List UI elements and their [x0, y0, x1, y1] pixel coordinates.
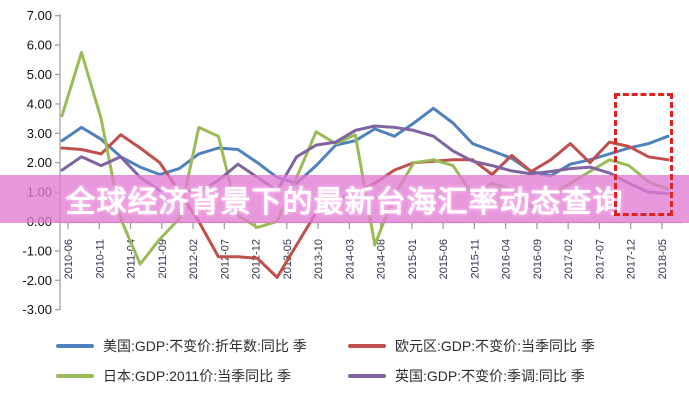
series-line-us: [60, 106, 670, 185]
y-axis-label: -3.00: [22, 302, 52, 317]
y-axis-label: -2.00: [22, 273, 52, 288]
banner-title: 全球经济背景下的最新台海汇率动态查询: [65, 186, 624, 219]
y-axis-label: 5.00: [27, 67, 52, 82]
x-axis-label: 2016-04: [501, 239, 513, 279]
x-axis-label: 2015-11: [469, 239, 481, 279]
legend-label-eurozone: 欧元区:GDP:不变价:当季同比 季: [395, 337, 595, 354]
legend-item-uk: 英国:GDP:不变价:季调:同比 季: [348, 364, 660, 387]
legend-label-japan: 日本:GDP:2011价:当季同比 季: [103, 367, 292, 384]
x-axis-label: 2012-07: [219, 239, 231, 279]
chart-legend: 美国:GDP:不变价:折年数:同比 季 欧元区:GDP:不变价:当季同比 季 日…: [56, 334, 666, 387]
x-axis-label: 2010-06: [63, 239, 75, 279]
x-axis-label: 2011-09: [157, 239, 169, 279]
legend-swatch-us: [56, 343, 94, 348]
x-axis-label: 2015-01: [407, 239, 419, 279]
x-axis-label: 2016-09: [532, 239, 544, 279]
x-axis-label: 2012-02: [188, 239, 200, 279]
legend-swatch-eurozone: [348, 343, 386, 348]
x-axis-label: 2015-06: [438, 239, 450, 279]
y-axis-label: 3.00: [27, 126, 52, 141]
x-axis-label: 2013-10: [313, 239, 325, 279]
legend-label-uk: 英国:GDP:不变价:季调:同比 季: [395, 367, 585, 384]
x-axis-label: 2017-07: [594, 239, 606, 279]
x-axis-label: 2017-12: [626, 239, 638, 279]
y-axis-label: 6.00: [27, 38, 52, 53]
x-axis-label: 2010-11: [94, 239, 106, 279]
y-axis-label: -1.00: [22, 243, 52, 258]
legend-item-eurozone: 欧元区:GDP:不变价:当季同比 季: [348, 334, 660, 357]
legend-swatch-japan: [56, 373, 94, 378]
legend-swatch-uk: [348, 373, 386, 378]
title-banner: 全球经济背景下的最新台海汇率动态查询: [0, 175, 689, 223]
legend-item-japan: 日本:GDP:2011价:当季同比 季: [56, 364, 348, 387]
legend-label-us: 美国:GDP:不变价:折年数:同比 季: [103, 337, 307, 354]
x-axis-label: 2014-03: [344, 239, 356, 279]
x-axis-label: 2017-02: [563, 239, 575, 279]
x-axis-label: 2018-05: [657, 239, 669, 279]
y-axis-label: 2.00: [27, 155, 52, 170]
x-axis-label: 2014-08: [376, 239, 388, 279]
highlight-dashed-box: [614, 93, 673, 216]
y-axis-label: 7.00: [27, 8, 52, 23]
y-axis-label: 4.00: [27, 96, 52, 111]
legend-item-us: 美国:GDP:不变价:折年数:同比 季: [56, 334, 348, 357]
